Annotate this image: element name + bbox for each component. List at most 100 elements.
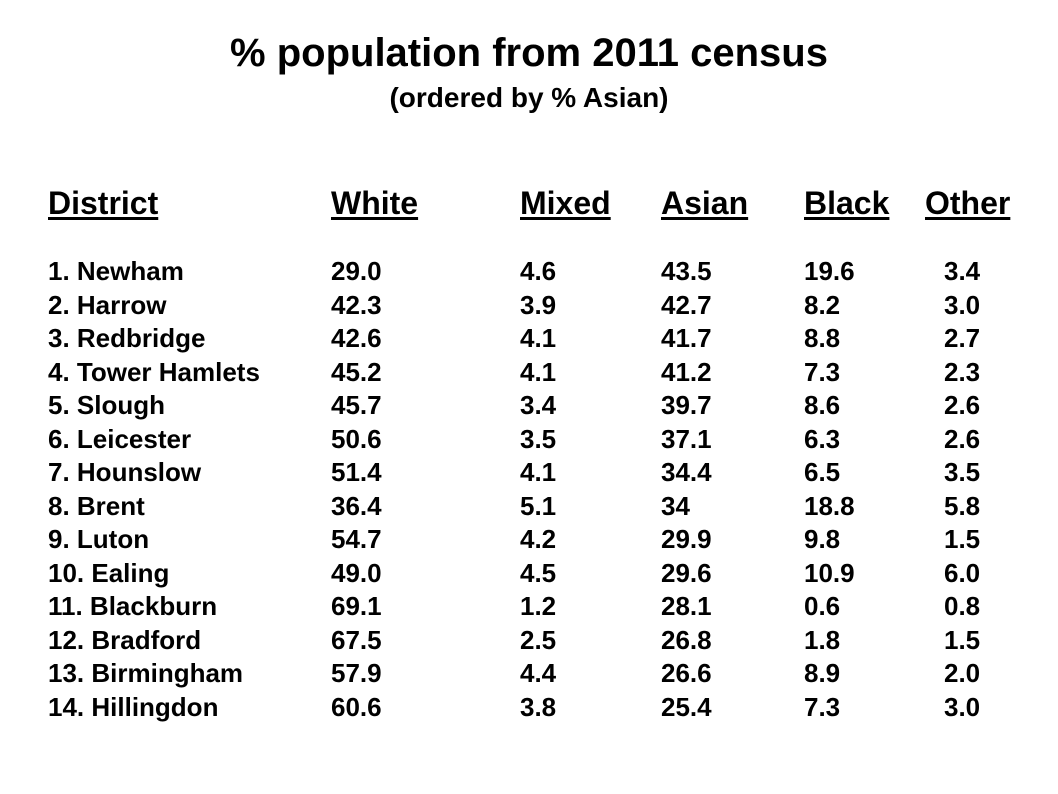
asian-cell: 25.4 — [661, 691, 712, 722]
other-cell: 2.6 — [944, 423, 981, 454]
black-cell: 18.8 — [804, 490, 855, 521]
asian-cell: 42.7 — [661, 289, 712, 320]
white-cell: 42.6 — [331, 323, 382, 353]
black-cell: 7.3 — [804, 691, 841, 722]
column-header-other: Other — [925, 185, 1011, 221]
white-cell: 67.5 — [331, 624, 382, 655]
mixed-cell: 4.6 — [520, 256, 557, 286]
table-row: 13. Birmingham 57.9 4.4 26.6 8.9 2.0 — [0, 657, 1058, 691]
district-cell: 9. Luton — [48, 524, 150, 554]
district-cell: 5. Slough — [48, 390, 165, 420]
asian-cell: 29.9 — [661, 524, 712, 554]
district-cell: 7. Hounslow — [48, 457, 202, 487]
table-row: 6. Leicester 50.6 3.5 37.1 6.3 2.6 — [0, 423, 1058, 457]
district-cell: 13. Birmingham — [48, 658, 244, 688]
asian-cell: 28.1 — [661, 591, 712, 621]
black-cell: 10.9 — [804, 557, 855, 588]
black-cell: 8.9 — [804, 658, 841, 688]
black-cell: 8.8 — [804, 323, 841, 353]
district-cell: 12. Bradford — [48, 624, 202, 655]
white-cell: 49.0 — [331, 557, 382, 588]
table-row: 8. Brent 36.4 5.1 34 18.8 5.8 — [0, 490, 1058, 524]
other-cell: 1.5 — [944, 624, 981, 655]
asian-cell: 34.4 — [661, 457, 712, 487]
other-cell: 3.4 — [944, 256, 981, 286]
other-cell: 0.8 — [944, 591, 981, 621]
other-cell: 5.8 — [944, 490, 981, 521]
district-cell: 8. Brent — [48, 490, 145, 521]
other-cell: 3.0 — [944, 691, 981, 722]
column-header-district: District — [48, 185, 159, 221]
page-subtitle: (ordered by % Asian) — [389, 82, 669, 113]
black-cell: 6.3 — [804, 423, 841, 454]
other-cell: 3.5 — [944, 457, 981, 487]
asian-cell: 26.6 — [661, 658, 712, 688]
mixed-cell: 4.4 — [520, 658, 557, 688]
district-cell: 10. Ealing — [48, 557, 170, 588]
black-cell: 8.2 — [804, 289, 841, 320]
other-cell: 2.6 — [944, 390, 981, 420]
page-title: % population from 2011 census — [230, 31, 828, 75]
district-cell: 1. Newham — [48, 256, 184, 286]
black-cell: 6.5 — [804, 457, 841, 487]
table-row: 4. Tower Hamlets 45.2 4.1 41.2 7.3 2.3 — [0, 356, 1058, 390]
table-row: 7. Hounslow 51.4 4.1 34.4 6.5 3.5 — [0, 456, 1058, 490]
black-cell: 1.8 — [804, 624, 841, 655]
black-cell: 8.6 — [804, 390, 841, 420]
white-cell: 69.1 — [331, 591, 382, 621]
white-cell: 54.7 — [331, 524, 382, 554]
column-header-asian: Asian — [661, 185, 749, 221]
mixed-cell: 4.2 — [520, 524, 557, 554]
table-header-row: District White Mixed Asian Black Other — [0, 184, 1058, 224]
white-cell: 51.4 — [331, 457, 382, 487]
district-cell: 4. Tower Hamlets — [48, 356, 260, 387]
table-row: 12. Bradford 67.5 2.5 26.8 1.8 1.5 — [0, 624, 1058, 658]
other-cell: 2.7 — [944, 323, 981, 353]
mixed-cell: 2.5 — [520, 624, 557, 655]
asian-cell: 41.2 — [661, 356, 712, 387]
asian-cell: 34 — [661, 490, 690, 521]
other-cell: 6.0 — [944, 557, 981, 588]
asian-cell: 26.8 — [661, 624, 712, 655]
white-cell: 45.7 — [331, 390, 382, 420]
black-cell: 0.6 — [804, 591, 841, 621]
table-row: 10. Ealing 49.0 4.5 29.6 10.9 6.0 — [0, 557, 1058, 591]
mixed-cell: 1.2 — [520, 591, 557, 621]
white-cell: 29.0 — [331, 256, 382, 286]
white-cell: 42.3 — [331, 289, 382, 320]
asian-cell: 43.5 — [661, 256, 712, 286]
mixed-cell: 3.5 — [520, 423, 557, 454]
asian-cell: 41.7 — [661, 323, 712, 353]
white-cell: 60.6 — [331, 691, 382, 722]
black-cell: 7.3 — [804, 356, 841, 387]
district-cell: 14. Hillingdon — [48, 691, 219, 722]
district-cell: 11. Blackburn — [48, 591, 218, 621]
table-body: 1. Newham 29.0 4.6 43.5 19.6 3.4 2. Harrow 42.3… — [0, 255, 1058, 724]
white-cell: 36.4 — [331, 490, 382, 521]
table-row: 5. Slough 45.7 3.4 39.7 8.6 2.6 — [0, 389, 1058, 423]
asian-cell: 37.1 — [661, 423, 712, 454]
mixed-cell: 4.1 — [520, 323, 557, 353]
white-cell: 50.6 — [331, 423, 382, 454]
other-cell: 2.3 — [944, 356, 981, 387]
table-row: 9. Luton 54.7 4.2 29.9 9.8 1.5 — [0, 523, 1058, 557]
column-header-black: Black — [804, 185, 890, 221]
district-cell: 2. Harrow — [48, 289, 167, 320]
district-cell: 3. Redbridge — [48, 323, 206, 353]
column-header-mixed: Mixed — [520, 185, 611, 221]
asian-cell: 39.7 — [661, 390, 712, 420]
table-row: 2. Harrow 42.3 3.9 42.7 8.2 3.0 — [0, 289, 1058, 323]
mixed-cell: 3.9 — [520, 289, 557, 320]
white-cell: 45.2 — [331, 356, 382, 387]
other-cell: 3.0 — [944, 289, 981, 320]
district-cell: 6. Leicester — [48, 423, 192, 454]
mixed-cell: 4.1 — [520, 356, 557, 387]
mixed-cell: 4.5 — [520, 557, 557, 588]
other-cell: 2.0 — [944, 658, 981, 688]
black-cell: 9.8 — [804, 524, 841, 554]
table-row: 3. Redbridge 42.6 4.1 41.7 8.8 2.7 — [0, 322, 1058, 356]
black-cell: 19.6 — [804, 256, 855, 286]
mixed-cell: 4.1 — [520, 457, 557, 487]
column-header-white: White — [331, 185, 419, 221]
mixed-cell: 5.1 — [520, 490, 557, 521]
